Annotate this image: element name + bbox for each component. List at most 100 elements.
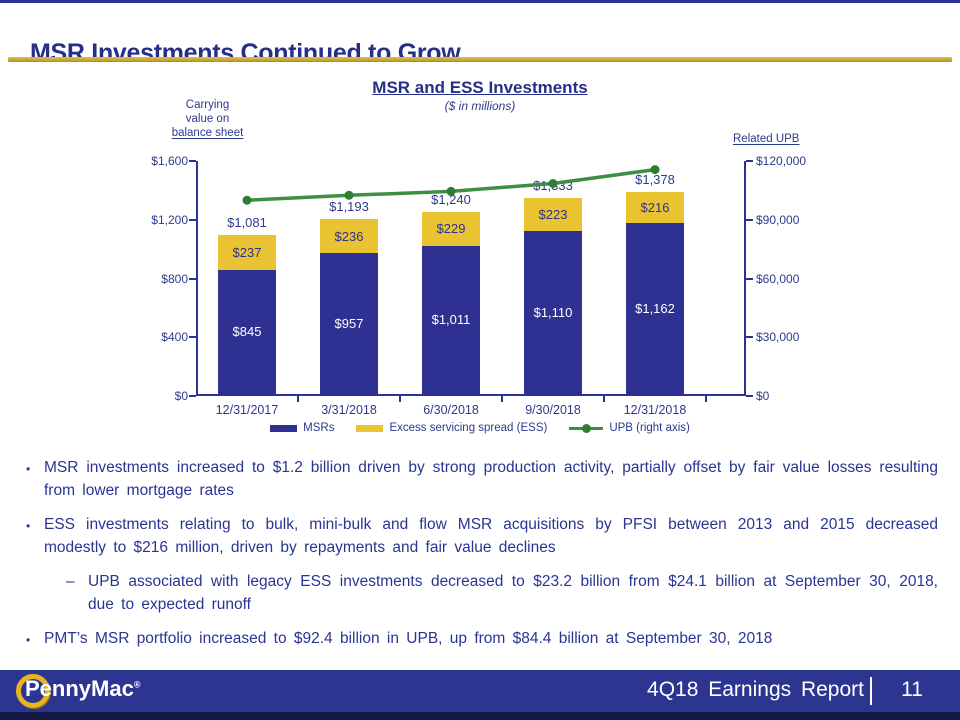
y-axis-tick-label-left: $800 [161,271,188,286]
x-axis-boundary-tick [297,396,299,402]
legend-label: Excess servicing spread (ESS) [389,422,548,434]
msr-value-label: $845 [232,324,262,340]
footer-bottom-strip [0,712,960,720]
msr-value-label: $1,110 [533,304,573,320]
legend-line-swatch-icon [569,423,604,433]
ess-value-label: $236 [334,228,364,244]
ess-value-label: $223 [538,207,568,223]
logo-text: PennyMac® [25,676,140,702]
msr-value-label: $1,011 [431,312,471,328]
logo-ring-icon [16,674,50,708]
bullet-text: PMT’s MSR portfolio increased to $92.4 b… [44,630,773,647]
total-value-label: $1,333 [533,178,573,194]
upb-marker [242,195,252,205]
footer-bar: PennyMac® 4Q18 Earnings Report 11 [0,670,960,712]
chart-legend: MSRs Excess servicing spread (ESS) UPB (ri… [0,422,960,434]
y-axis-tick-label-right: $0 [756,389,770,403]
chart-subtitle: ($ in millions) [444,99,516,113]
y-axis-tick-right [746,218,753,221]
y-axis-tick-label-left: $400 [161,330,188,345]
chart-section: MSR and ESS Investments ($ in millions) … [0,70,960,460]
pennymac-logo: PennyMac® [16,673,206,709]
report-title: 4Q18 Earnings Report [647,678,864,701]
bullet-marker: – [66,573,75,590]
y-axis-left [196,161,198,396]
legend-line-marker [582,423,592,433]
y-axis-tick-label-right: $90,000 [756,212,800,227]
legend-label: MSRs [303,422,335,434]
legend-swatch-icon [270,424,298,432]
y-axis-tick-left [189,336,196,339]
y-axis-tick-right [746,160,753,162]
plot-area: $1,600 $1,200 $800 $400 $0 $120,000 $90,000 $60… [151,154,806,417]
registered-mark: ® [133,679,141,690]
x-axis-label: 6/30/2018 [423,403,479,417]
y-axis-tick-label-right: $120,000 [756,154,807,168]
legend-item: UPB (right axis) [569,422,690,434]
gold-divider-rule [8,57,952,62]
msr-value-label: $957 [334,316,364,332]
legend-item: Excess servicing spread (ESS) [356,422,547,434]
top-border-rule [0,0,960,3]
x-axis-boundary-tick [603,396,605,402]
total-value-label: $1,240 [431,191,471,207]
ess-value-label: $229 [436,221,466,237]
ess-bar-segment: $223 [524,198,582,231]
page-number: 11 [901,678,923,701]
total-value-label: $1,193 [329,198,369,214]
total-value-label: $1,081 [227,215,267,231]
bullet-marker: • [26,462,31,476]
x-axis [196,394,746,396]
msr-bar-segment: $1,110 [524,230,582,394]
msr-bar-segment: $845 [218,269,276,394]
total-value-label: $1,378 [635,171,675,187]
ess-value-label: $237 [232,244,262,260]
x-axis-label: 9/30/2018 [525,403,581,417]
ess-bar-segment: $237 [218,235,276,270]
bullet-item: • MSR investments increased to $1.2 billi… [26,456,938,502]
y-axis-tick-label-left: $1,600 [151,154,188,168]
msr-bar-segment: $1,162 [626,223,684,394]
ess-value-label: $216 [640,199,670,215]
y-axis-tick-left [189,277,196,280]
legend-label: UPB (right axis) [609,422,690,434]
left-axis-title-line: balance sheet [171,127,244,139]
x-axis-label: 12/31/2017 [215,403,279,417]
y-axis-tick-left [189,395,196,397]
bullet-text: ESS investments relating to bulk, mini-b… [44,516,938,556]
left-axis-title-line: Carrying [185,99,230,111]
bullet-marker: • [26,519,31,533]
y-axis-tick-left [189,218,196,221]
x-axis-boundary-tick [399,396,401,402]
chart-title: MSR and ESS Investments [372,78,588,97]
bullet-list: • MSR investments increased to $1.2 billi… [26,456,938,661]
x-axis-label: 3/31/2018 [321,403,377,417]
y-axis-tick-right [746,277,753,280]
left-axis-title: Carrying value on balance sheet [150,98,265,140]
msr-bar-segment: $957 [320,253,378,394]
y-axis-tick-right [746,336,753,339]
msr-value-label: $1,162 [635,301,675,317]
x-axis-boundary-tick [705,396,707,402]
msr-bar-segment: $1,011 [422,245,480,394]
x-axis-boundary-tick [501,396,503,402]
ess-bar-segment: $216 [626,191,684,224]
y-axis-tick-right [746,395,753,397]
right-axis-title: Related UPB [733,133,800,145]
y-axis-tick-label-right: $30,000 [756,330,800,345]
y-axis-tick-left [189,160,196,162]
legend-item: MSRs [270,422,334,434]
left-axis-title-line: value on [185,113,230,125]
y-axis-tick-label-right: $60,000 [756,271,800,286]
ess-bar-segment: $229 [422,211,480,246]
bullet-text: MSR investments increased to $1.2 billio… [44,459,938,499]
ess-bar-segment: $236 [320,218,378,254]
y-axis-right [744,161,746,396]
page-title: MSR Investments Continued to Grow [30,38,461,67]
logo-brand-text: PennyMac [25,676,134,701]
bullet-item: • ESS investments relating to bulk, mini-… [26,513,938,559]
bullet-item: • PMT’s MSR portfolio increased to $92.4 … [26,627,938,650]
footer-divider [870,677,872,705]
bullet-marker: • [26,633,31,647]
